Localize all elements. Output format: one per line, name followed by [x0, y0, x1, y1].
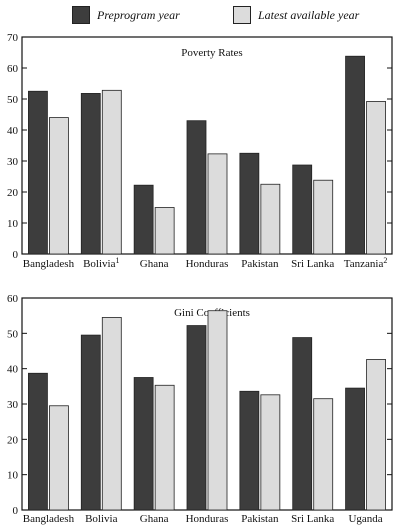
bar-preprogram — [133, 377, 154, 511]
bar-preprogram — [28, 372, 48, 511]
category-footnote-mark: 2 — [383, 256, 387, 265]
category-label: Ghana — [140, 513, 169, 525]
bar-latest — [49, 117, 69, 255]
bar-latest — [207, 310, 228, 511]
bar-latest — [101, 317, 122, 511]
y-tick-label: 30 — [7, 399, 19, 411]
category-label: Pakistan — [241, 513, 279, 525]
legend-label-latest: Latest available year — [258, 7, 360, 22]
category-label: Bolivia1 — [83, 256, 119, 270]
category-label: Honduras — [186, 258, 229, 270]
category-footnote-mark: 1 — [115, 256, 119, 265]
bar-latest — [101, 89, 122, 255]
y-tick-label: 20 — [7, 434, 19, 446]
y-tick-label: 40 — [7, 364, 19, 376]
y-tick-label: 0 — [13, 249, 19, 261]
bar-latest — [154, 207, 175, 255]
category-label: Ghana — [140, 258, 169, 270]
legend: Preprogram year Latest available year — [0, 0, 400, 30]
bar-preprogram — [345, 387, 365, 511]
bar-latest — [260, 394, 281, 511]
y-tick-label: 50 — [7, 328, 19, 340]
bar-preprogram — [80, 93, 101, 255]
bar-preprogram — [80, 334, 101, 511]
category-label: Sri Lanka — [291, 513, 334, 525]
chart-1: 0 10 20 30 40 50 60 70 Poverty Rates Bangladesh Bo… — [7, 32, 393, 270]
category-label: Bolivia — [85, 513, 118, 525]
bar-preprogram — [345, 55, 365, 255]
chart-title: Poverty Rates — [181, 47, 242, 59]
bar-preprogram — [239, 390, 260, 511]
bar-latest — [313, 179, 334, 255]
category-label: Sri Lanka — [291, 258, 334, 270]
bar-preprogram — [186, 325, 207, 511]
bar-preprogram — [292, 337, 313, 511]
y-tick-label: 50 — [7, 94, 19, 106]
plot-frame — [21, 36, 393, 255]
bar-latest — [366, 359, 386, 511]
bar-preprogram — [292, 164, 313, 255]
category-label: Bangladesh — [23, 513, 75, 525]
legend-item-preprogram: Preprogram year — [72, 5, 180, 25]
legend-swatch-latest — [233, 6, 251, 24]
y-tick-label: 60 — [7, 293, 19, 305]
bar-preprogram — [239, 152, 260, 255]
y-tick-label: 30 — [7, 156, 19, 168]
bar-preprogram — [186, 120, 207, 255]
y-tick-label: 10 — [7, 470, 19, 482]
legend-label-preprogram: Preprogram year — [97, 7, 180, 22]
category-label: Tanzania2 — [344, 256, 388, 270]
bar-latest — [154, 384, 175, 511]
bar-preprogram — [133, 184, 154, 255]
bar-latest — [313, 398, 334, 511]
y-tick-label: 60 — [7, 63, 19, 75]
bar-latest — [260, 183, 281, 255]
y-tick-label: 0 — [13, 505, 19, 517]
category-label: Bangladesh — [23, 258, 75, 270]
bar-latest — [366, 101, 386, 255]
category-label: Uganda — [348, 513, 382, 525]
y-tick-label: 10 — [7, 218, 19, 230]
y-tick-label: 20 — [7, 187, 19, 199]
legend-item-latest: Latest available year — [233, 5, 359, 25]
legend-swatch-preprogram — [72, 6, 90, 24]
category-label: Honduras — [186, 513, 229, 525]
bar-preprogram — [28, 90, 48, 255]
bar-latest — [207, 153, 228, 255]
y-tick-label: 40 — [7, 125, 19, 137]
category-label: Pakistan — [241, 258, 279, 270]
y-tick-label: 70 — [7, 32, 19, 44]
plot-frame — [21, 297, 393, 511]
bar-latest — [49, 405, 69, 511]
